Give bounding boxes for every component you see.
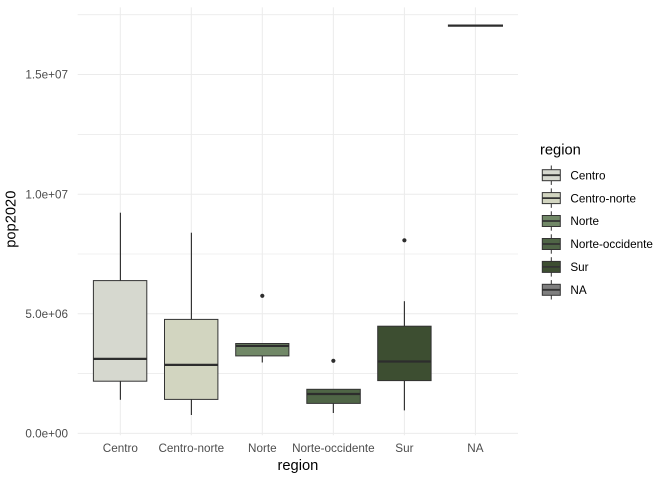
svg-text:Centro: Centro: [570, 169, 606, 182]
svg-text:pop2020: pop2020: [4, 191, 20, 248]
svg-text:Norte: Norte: [248, 442, 277, 455]
svg-text:1.0e+07: 1.0e+07: [25, 188, 68, 201]
svg-text:NA: NA: [467, 442, 483, 455]
svg-text:1.5e+07: 1.5e+07: [25, 69, 68, 82]
svg-text:Norte: Norte: [570, 215, 599, 228]
svg-text:5.0e+06: 5.0e+06: [25, 308, 68, 321]
svg-text:Centro-norte: Centro-norte: [158, 442, 224, 455]
svg-text:Sur: Sur: [395, 442, 413, 455]
svg-text:region: region: [277, 458, 318, 474]
svg-text:Norte-occidente: Norte-occidente: [570, 238, 653, 251]
svg-text:region: region: [540, 142, 581, 158]
svg-text:0.0e+00: 0.0e+00: [25, 428, 68, 441]
svg-text:Centro-norte: Centro-norte: [570, 192, 636, 205]
svg-text:NA: NA: [570, 284, 586, 297]
svg-text:Sur: Sur: [570, 261, 588, 274]
svg-text:Centro: Centro: [103, 442, 139, 455]
svg-text:Norte-occidente: Norte-occidente: [292, 442, 375, 455]
